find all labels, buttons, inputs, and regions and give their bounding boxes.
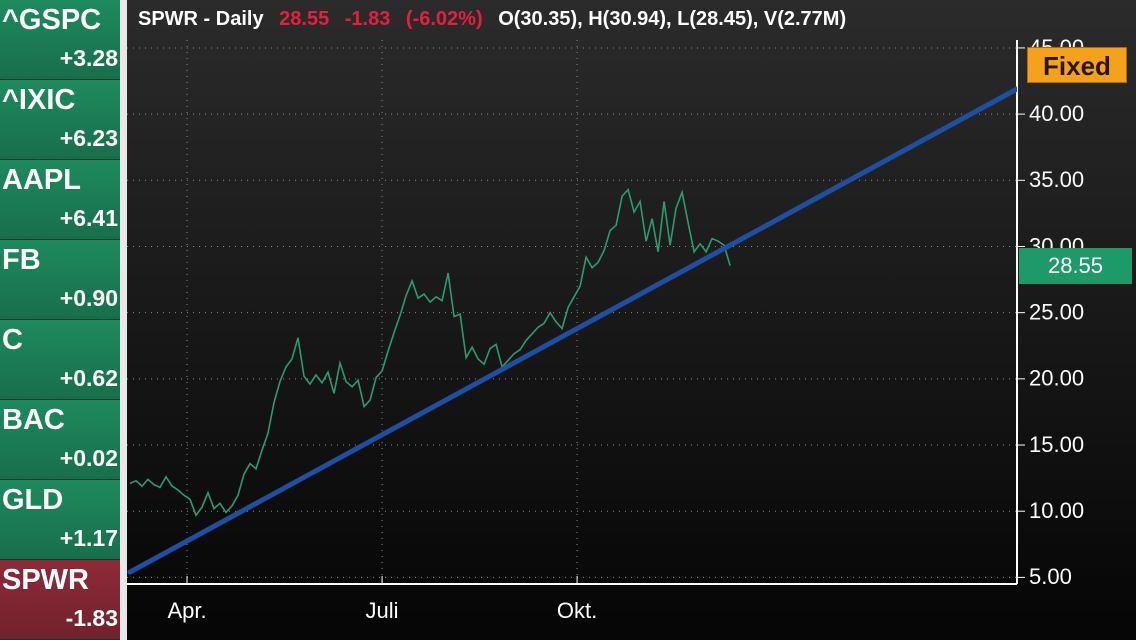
watchlist-item[interactable]: AAPL +6.41 <box>0 160 120 240</box>
watchlist: ^GSPC +3.28 ^IXIC +6.23 AAPL +6.41 FB +0.90 C +0.… <box>0 0 120 640</box>
y-tick-label: 35.00 <box>1029 167 1084 192</box>
x-tick-label: Okt. <box>557 598 597 623</box>
ticker-change: +6.23 <box>59 125 118 151</box>
ticker-change: -1.83 <box>65 605 118 631</box>
ticker-symbol: ^GSPC <box>2 4 102 36</box>
plot-area <box>127 86 1017 575</box>
ticker-symbol: FB <box>2 244 41 276</box>
x-tick-label: Juli <box>366 598 399 623</box>
y-tick-label: 25.00 <box>1029 299 1084 324</box>
price-change: -1.83 <box>344 8 391 30</box>
ticker-change: +3.28 <box>59 45 118 71</box>
watchlist-item[interactable]: ^IXIC +6.23 <box>0 80 120 160</box>
ticker-symbol: GLD <box>2 484 64 516</box>
last-price: 28.55 <box>279 8 330 30</box>
y-tick-label: 15.00 <box>1029 432 1084 457</box>
y-tick-label: 5.00 <box>1029 564 1072 589</box>
divider <box>120 0 127 640</box>
ticker-symbol: SPWR <box>2 564 89 596</box>
ticker-symbol: BAC <box>2 404 65 436</box>
ticker-change: +0.90 <box>59 285 118 311</box>
y-tick-label: 40.00 <box>1029 101 1084 126</box>
ticker-change: +1.17 <box>59 525 118 551</box>
y-tick-label: 10.00 <box>1029 498 1084 523</box>
ticker-change: +0.62 <box>59 365 118 391</box>
ticker-change: +0.02 <box>59 445 118 471</box>
y-tick-label: 20.00 <box>1029 366 1084 391</box>
x-tick-label: Apr. <box>167 598 206 623</box>
watchlist-item[interactable]: ^GSPC +3.28 <box>0 0 120 80</box>
watchlist-item[interactable]: GLD +1.17 <box>0 480 120 560</box>
price-line <box>129 187 731 517</box>
percent-change: (-6.02%) <box>405 8 483 30</box>
last-price-label: 28.55 <box>1019 247 1132 284</box>
fixed-button[interactable]: Fixed <box>1027 47 1127 83</box>
watchlist-item[interactable]: FB +0.90 <box>0 240 120 320</box>
watchlist-item[interactable]: BAC +0.02 <box>0 400 120 480</box>
watchlist-item[interactable]: SPWR -1.83 <box>0 560 120 640</box>
ohlcv: O(30.35), H(30.94), L(28.45), V(2.77M) <box>498 8 847 30</box>
watchlist-item[interactable]: C +0.62 <box>0 320 120 400</box>
chart-header: SPWR - Daily 28.55 -1.83 (-6.02%) O(30.3… <box>138 8 856 31</box>
chart-title: SPWR - Daily <box>138 8 264 30</box>
trend-line <box>127 86 1017 575</box>
ticker-symbol: C <box>2 324 23 356</box>
ticker-change: +6.41 <box>59 205 118 231</box>
ticker-symbol: AAPL <box>2 164 81 196</box>
ticker-symbol: ^IXIC <box>2 84 76 116</box>
plot-background <box>127 0 1136 640</box>
